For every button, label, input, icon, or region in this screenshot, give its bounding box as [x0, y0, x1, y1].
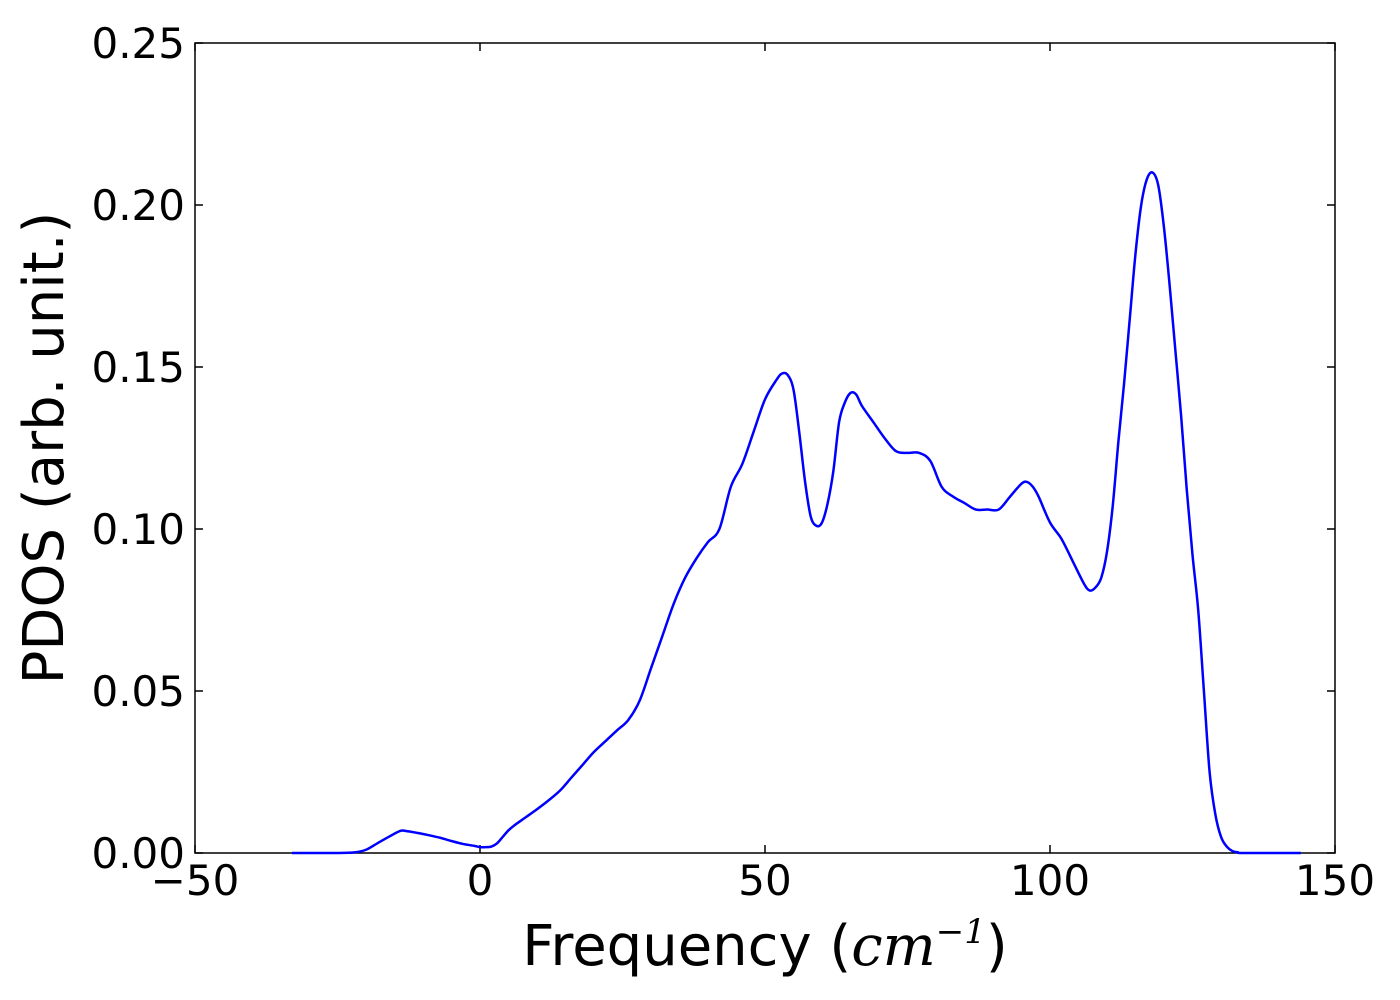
y-tick-label: 0.15	[91, 343, 185, 392]
x-axis-label: Frequency (cm−1)	[522, 912, 1007, 979]
x-tick-label: −50	[151, 856, 240, 905]
x-tick-label: 150	[1295, 856, 1375, 905]
x-tick-label: 0	[467, 856, 494, 905]
tick-marks	[194, 42, 1336, 854]
y-tick-label: 0.00	[91, 829, 185, 878]
y-tick-label: 0.20	[91, 181, 185, 230]
y-axis-label: PDOS (arb. unit.)	[12, 212, 77, 685]
y-tick-label: 0.25	[91, 19, 185, 68]
y-tick-labels: 0.00 0.05 0.10 0.15 0.20 0.25	[91, 19, 185, 878]
x-tick-label: 100	[1010, 856, 1090, 905]
series-line-pdos	[291, 171, 1301, 855]
y-tick-label: 0.05	[91, 667, 185, 716]
plot-frame	[194, 42, 1336, 854]
x-tick-labels: −50 0 50 100 150	[151, 856, 1375, 905]
x-tick-label: 50	[738, 856, 791, 905]
y-tick-label: 0.10	[91, 505, 185, 554]
